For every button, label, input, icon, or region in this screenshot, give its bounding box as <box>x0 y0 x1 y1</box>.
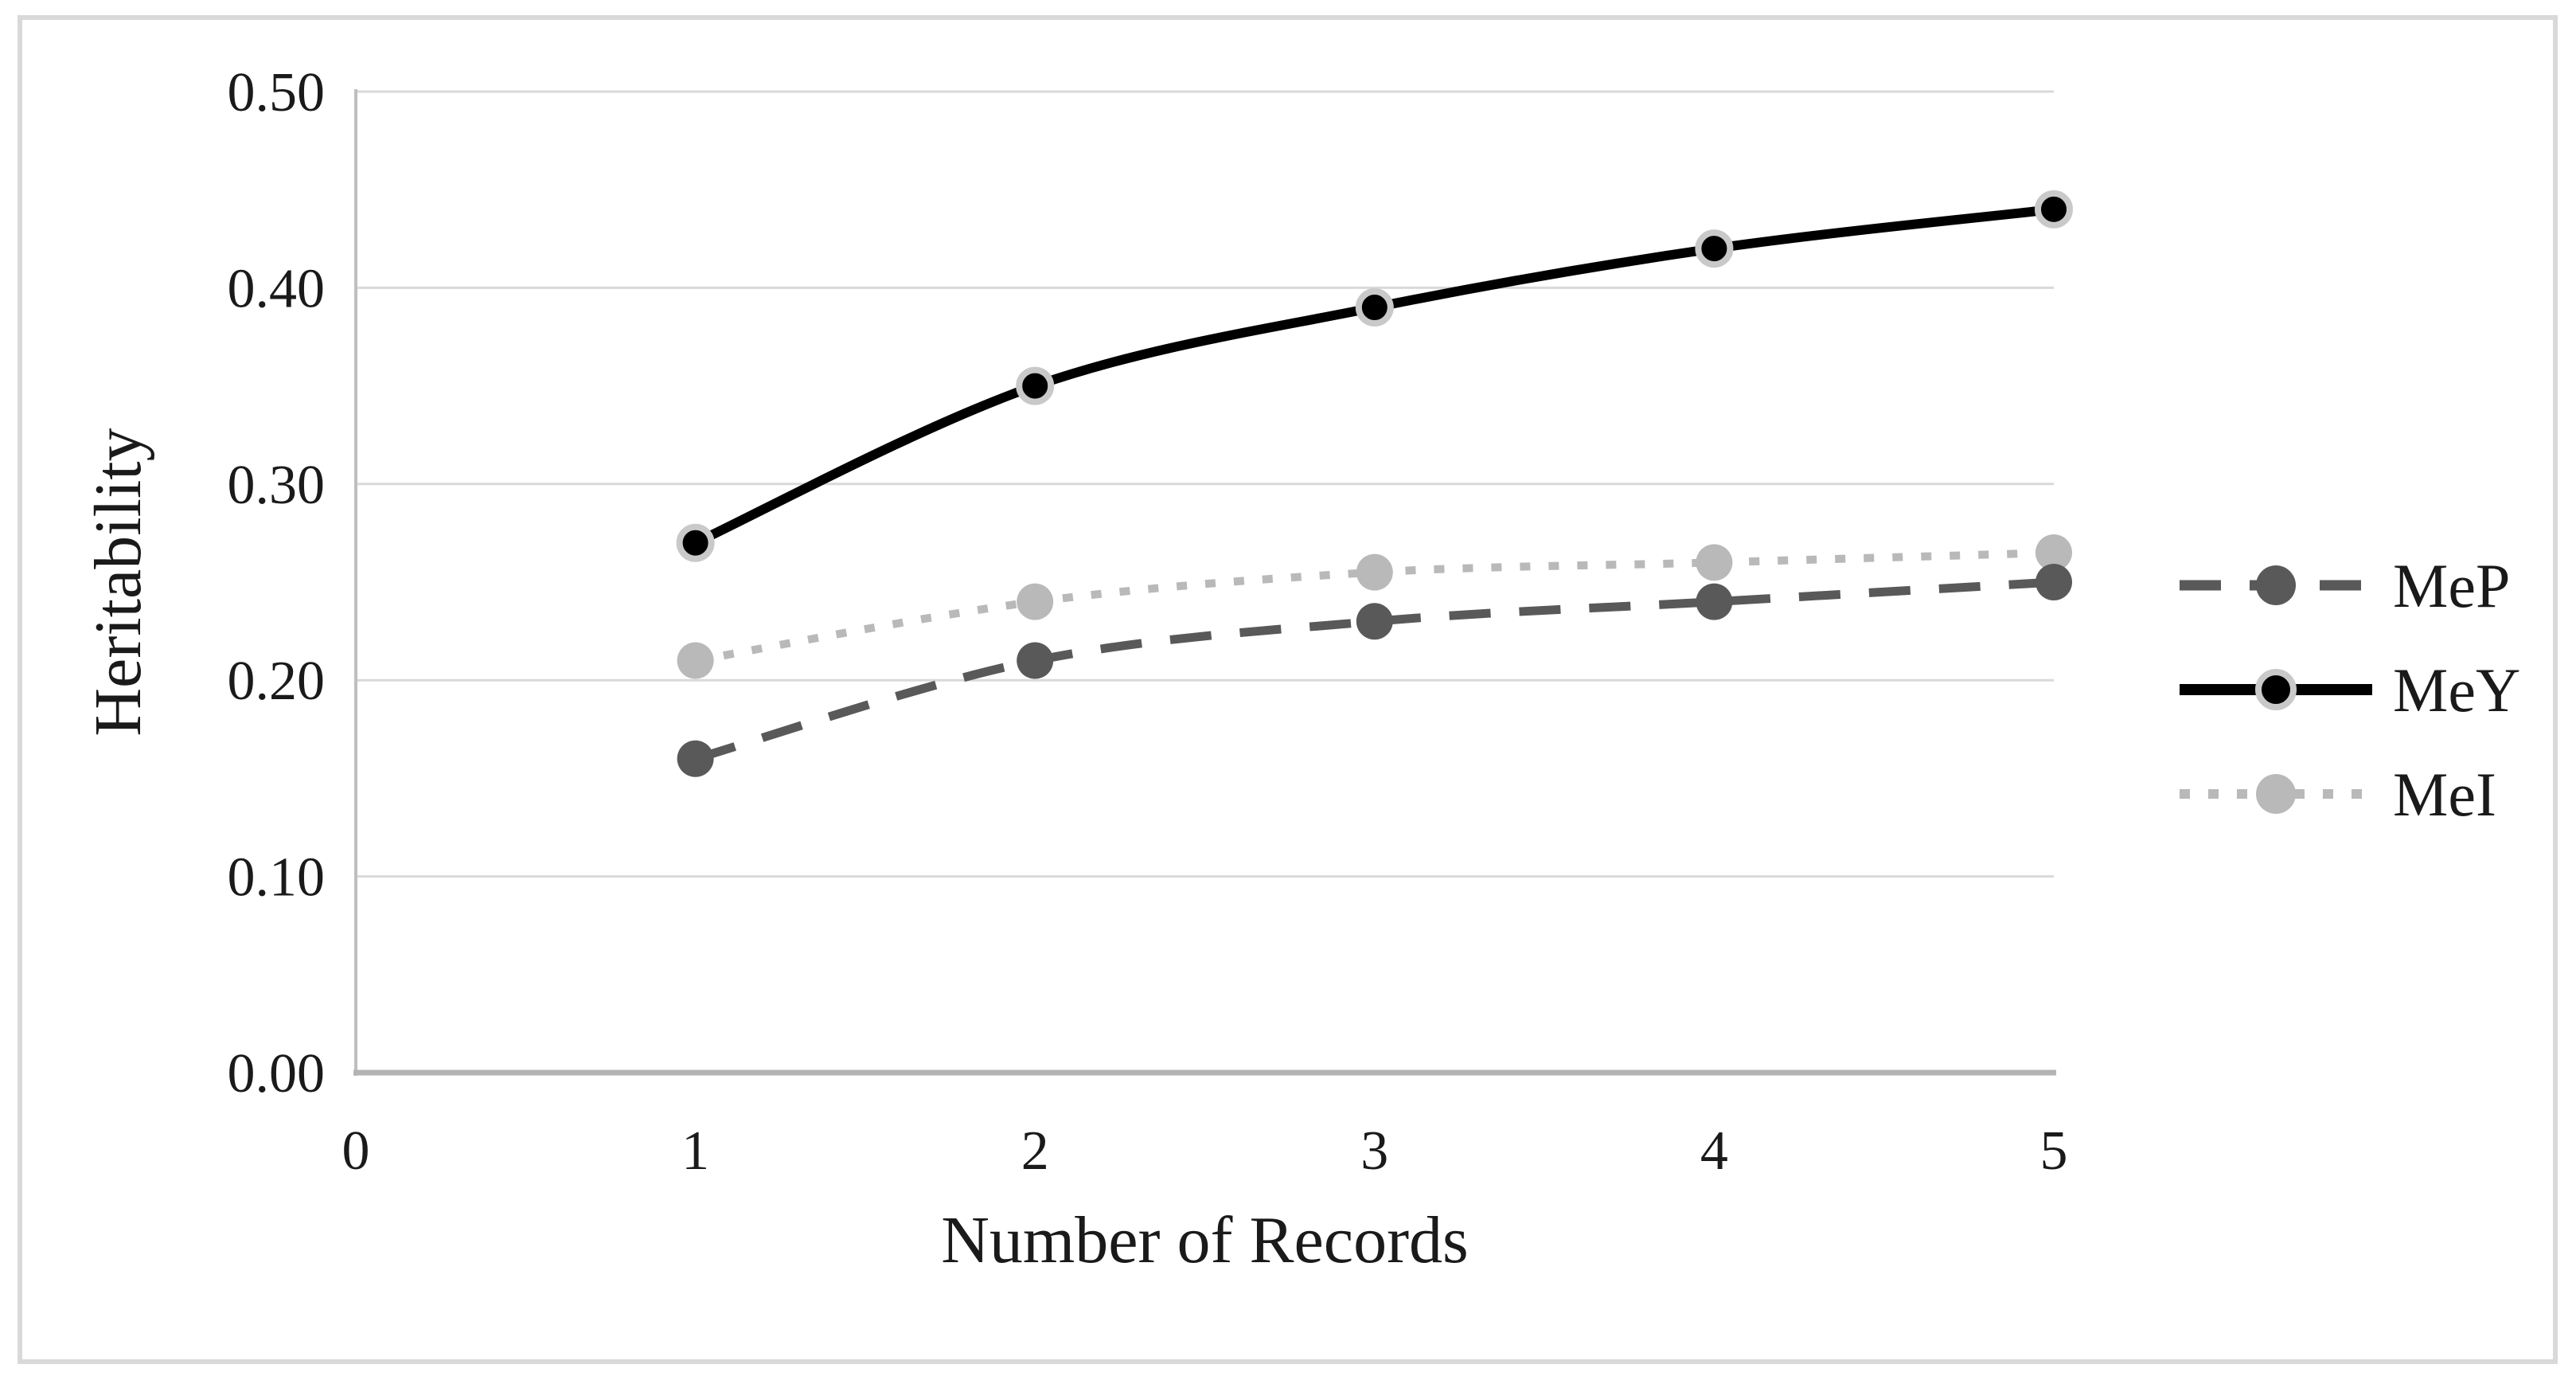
data-point-MeY-x5 <box>2035 190 2073 229</box>
data-point-MeY-x2 <box>1016 366 1055 405</box>
x-tick-labels: 0 1 2 3 4 5 <box>342 1120 2068 1182</box>
x-tick-label-0: 0 <box>342 1120 370 1182</box>
legend-marker-MeI <box>2256 774 2296 814</box>
x-tick-label-3: 3 <box>1360 1120 1388 1182</box>
series-MeP <box>677 564 2072 777</box>
data-point-MeI-x3 <box>1356 553 1393 591</box>
legend-label-MeI: MeI <box>2393 760 2496 829</box>
legend-label-MeP: MeP <box>2393 551 2510 620</box>
series-MeY <box>676 190 2073 562</box>
legend: MeP MeY MeI <box>2180 551 2520 829</box>
y-axis-title: Heritability <box>81 428 155 736</box>
legend-marker-MeY <box>2255 669 2297 710</box>
figure-border <box>18 15 2558 1364</box>
legend-marker-MeP <box>2256 565 2296 605</box>
x-tick-label-4: 4 <box>1700 1120 1728 1182</box>
x-tick-label-5: 5 <box>2040 1120 2068 1182</box>
data-point-MeY-x3 <box>1355 288 1394 327</box>
data-point-MeY-x1 <box>676 523 715 562</box>
legend-item-MeY: MeY <box>2180 655 2520 725</box>
y-tick-label-0.20: 0.20 <box>228 651 326 712</box>
data-point-MeI-x5 <box>2035 534 2072 572</box>
y-tick-label-0.30: 0.30 <box>228 455 326 516</box>
x-axis-title: Number of Records <box>941 1203 1468 1277</box>
y-tick-label-0.00: 0.00 <box>228 1043 326 1104</box>
gridlines <box>356 90 2054 878</box>
data-point-MeP-x2 <box>1017 642 1054 679</box>
legend-item-MeP: MeP <box>2180 551 2510 620</box>
legend-item-MeI: MeI <box>2180 760 2496 829</box>
series-MeI <box>677 534 2072 679</box>
legend-label-MeY: MeY <box>2393 655 2520 725</box>
data-point-MeP-x4 <box>1696 583 1733 620</box>
y-tick-labels: 0.00 0.10 0.20 0.30 0.40 0.50 <box>228 62 326 1104</box>
data-point-MeP-x3 <box>1356 603 1393 640</box>
series-line-MeP <box>694 577 2055 764</box>
data-point-MeY-x4 <box>1695 229 1734 268</box>
y-tick-label-0.50: 0.50 <box>228 62 326 123</box>
data-point-MeP-x5 <box>2035 564 2072 600</box>
y-tick-label-0.10: 0.10 <box>228 847 326 909</box>
data-point-MeI-x4 <box>1696 544 1733 581</box>
data-point-MeI-x2 <box>1017 583 1054 620</box>
x-tick-label-2: 2 <box>1021 1120 1049 1182</box>
y-tick-label-0.40: 0.40 <box>228 258 326 319</box>
data-point-MeI-x1 <box>677 642 714 679</box>
x-tick-label-1: 1 <box>681 1120 709 1182</box>
data-point-MeP-x1 <box>677 740 714 777</box>
